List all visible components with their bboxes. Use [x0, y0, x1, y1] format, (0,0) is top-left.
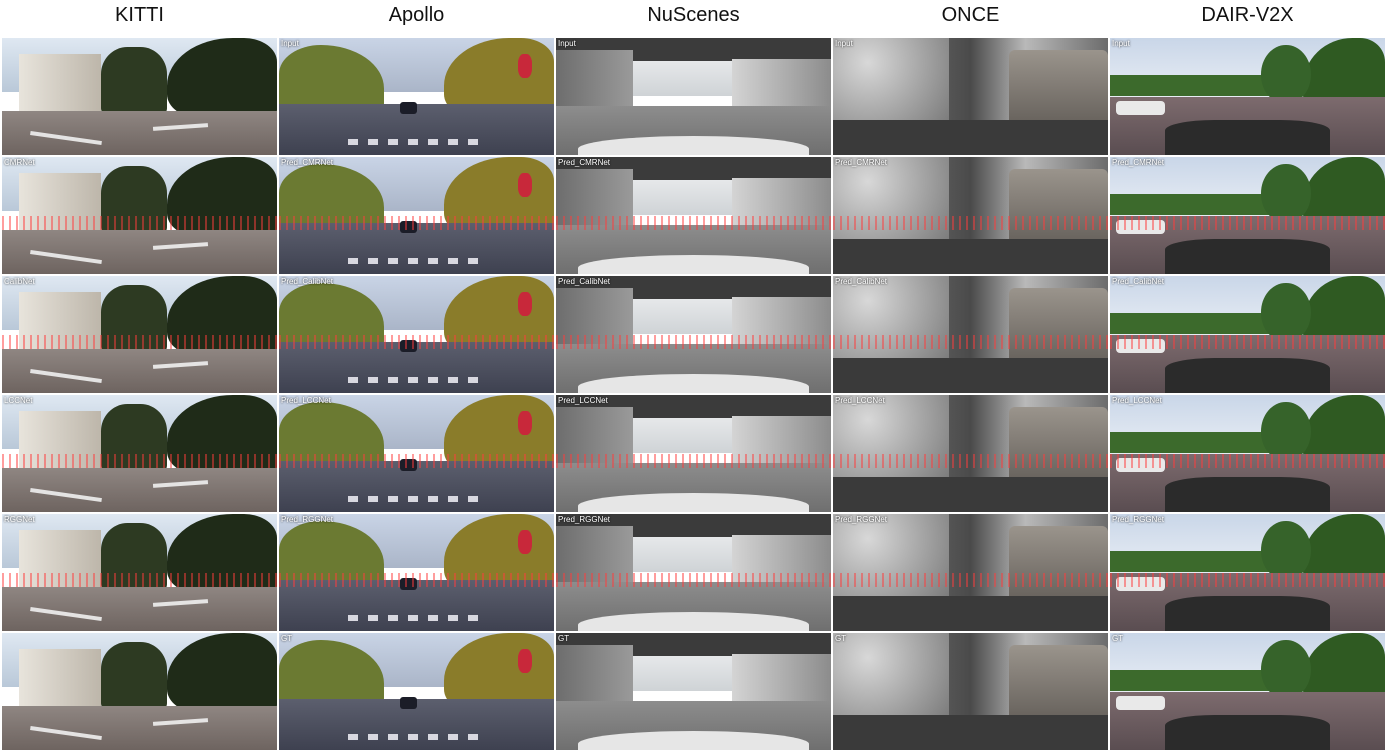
image-cell-once-row6: GT [833, 633, 1108, 750]
projection-overlay [556, 334, 831, 349]
image-cell-once-row2: Pred_CMRNet [833, 157, 1108, 274]
image-cell-dair-row1: Input [1110, 38, 1385, 155]
image-label: GT [1112, 634, 1124, 643]
image-label: Pred_CMRNet [835, 158, 888, 167]
column-headers: KITTI Apollo NuScenes ONCE DAIR-V2X [0, 0, 1391, 38]
image-label: GT [281, 634, 293, 643]
projection-overlay [279, 215, 554, 230]
image-label: Pred_CMRNet [558, 158, 611, 167]
image-cell-kitti-row5: RGGNet [2, 514, 277, 631]
image-label: GT [835, 634, 847, 643]
projection-overlay [279, 572, 554, 587]
image-cell-dair-row2: Pred_CMRNet [1110, 157, 1385, 274]
projection-overlay [279, 334, 554, 349]
image-label: Pred_CMRNet [281, 158, 334, 167]
image-cell-nuscenes-row3: Pred_CalibNet [556, 276, 831, 393]
image-label: CalibNet [4, 277, 35, 286]
projection-overlay [833, 572, 1108, 587]
image-cell-apollo-row6: GT [279, 633, 554, 750]
image-label: Pred_CalibNet [835, 277, 888, 286]
image-cell-nuscenes-row2: Pred_CMRNet [556, 157, 831, 274]
image-label: Pred_RGGNet [835, 515, 888, 524]
projection-overlay [556, 215, 831, 230]
projection-overlay [833, 453, 1108, 468]
column-title-nuscenes: NuScenes [647, 4, 740, 26]
projection-overlay [1110, 215, 1385, 230]
image-cell-nuscenes-row1: Input [556, 38, 831, 155]
image-cell-nuscenes-row5: Pred_RGGNet [556, 514, 831, 631]
image-cell-dair-row5: Pred_RGGNet [1110, 514, 1385, 631]
image-cell-nuscenes-row4: Pred_LCCNet [556, 395, 831, 512]
image-label: LCCNet [4, 396, 33, 405]
image-cell-dair-row4: Pred_LCCNet [1110, 395, 1385, 512]
projection-overlay [556, 572, 831, 587]
image-label: GT [558, 634, 570, 643]
image-label: Input [558, 39, 576, 48]
image-cell-kitti-row3: CalibNet [2, 276, 277, 393]
image-label: Input [835, 39, 853, 48]
image-label: RGGNet [4, 515, 35, 524]
projection-overlay [2, 453, 277, 468]
image-cell-once-row4: Pred_LCCNet [833, 395, 1108, 512]
column-title-once: ONCE [941, 4, 1000, 26]
projection-overlay [1110, 334, 1385, 349]
column-title-apollo: Apollo [388, 4, 445, 26]
image-label: CMRNet [4, 158, 35, 167]
image-cell-kitti-row2: CMRNet [2, 157, 277, 274]
image-cell-kitti-row4: LCCNet [2, 395, 277, 512]
projection-overlay [279, 453, 554, 468]
projection-overlay [833, 215, 1108, 230]
image-label: Input [1112, 39, 1130, 48]
column-title-dair-v2x: DAIR-V2X [1201, 4, 1294, 26]
image-label: Pred_LCCNet [1112, 396, 1162, 405]
image-label: Pred_CalibNet [281, 277, 334, 286]
image-cell-dair-row3: Pred_CalibNet [1110, 276, 1385, 393]
projection-overlay [2, 572, 277, 587]
image-label: Pred_RGGNet [1112, 515, 1165, 524]
image-label: Pred_LCCNet [558, 396, 608, 405]
image-cell-kitti-row1 [2, 38, 277, 155]
projection-overlay [2, 215, 277, 230]
image-label: Pred_CalibNet [558, 277, 611, 286]
image-cell-nuscenes-row6: GT [556, 633, 831, 750]
image-label: Pred_RGGNet [558, 515, 611, 524]
image-cell-apollo-row3: Pred_CalibNet [279, 276, 554, 393]
projection-overlay [556, 453, 831, 468]
image-label: Pred_RGGNet [281, 515, 334, 524]
image-cell-apollo-row5: Pred_RGGNet [279, 514, 554, 631]
image-cell-apollo-row1: Input [279, 38, 554, 155]
image-grid: Input Input Input Input CMRNet Pred_CMRN… [2, 38, 1389, 750]
projection-overlay [833, 334, 1108, 349]
image-label: Input [281, 39, 299, 48]
image-cell-dair-row6: GT [1110, 633, 1385, 750]
image-cell-apollo-row4: Pred_LCCNet [279, 395, 554, 512]
image-cell-apollo-row2: Pred_CMRNet [279, 157, 554, 274]
image-label: Pred_LCCNet [281, 396, 331, 405]
column-title-kitti: KITTI [115, 4, 164, 26]
image-cell-kitti-row6 [2, 633, 277, 750]
projection-overlay [1110, 572, 1385, 587]
image-cell-once-row1: Input [833, 38, 1108, 155]
image-cell-once-row5: Pred_RGGNet [833, 514, 1108, 631]
image-label: Pred_CMRNet [1112, 158, 1165, 167]
image-label: Pred_LCCNet [835, 396, 885, 405]
projection-overlay [2, 334, 277, 349]
image-label: Pred_CalibNet [1112, 277, 1165, 286]
projection-overlay [1110, 453, 1385, 468]
image-cell-once-row3: Pred_CalibNet [833, 276, 1108, 393]
